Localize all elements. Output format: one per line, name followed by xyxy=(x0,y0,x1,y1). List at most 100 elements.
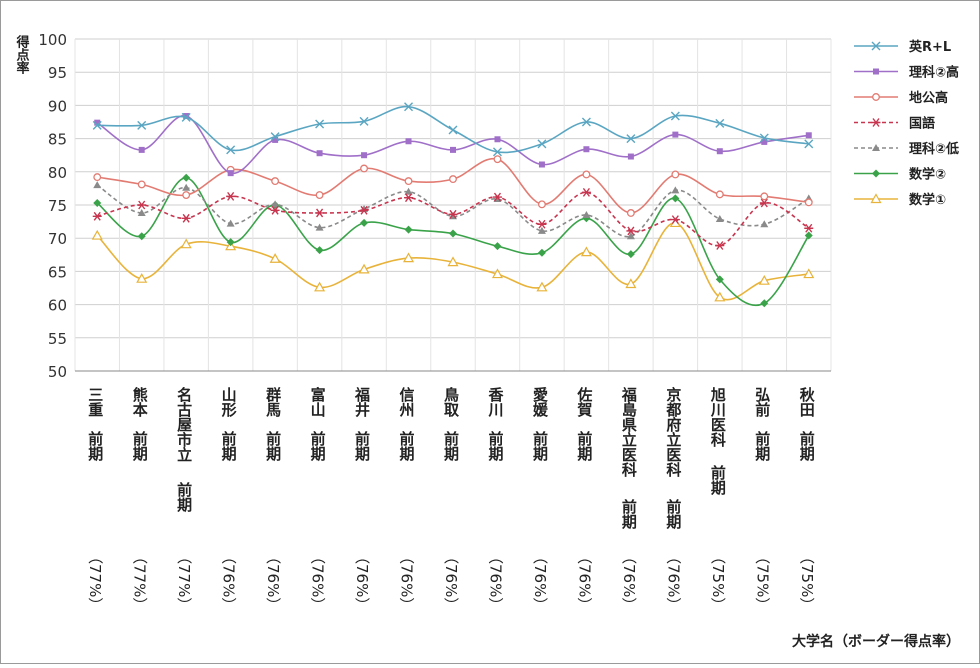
data-point xyxy=(404,225,413,234)
data-point xyxy=(358,263,370,274)
category-border-rate: （77%） xyxy=(86,549,104,612)
data-point xyxy=(715,214,724,222)
data-point xyxy=(272,136,279,143)
legend-label: 理科②高 xyxy=(909,65,959,81)
category-sub: 前期 xyxy=(131,430,149,462)
data-point xyxy=(404,177,413,186)
data-point xyxy=(226,145,236,155)
legend-marker xyxy=(872,169,880,178)
series-line xyxy=(97,157,809,214)
data-point xyxy=(537,248,546,257)
category-name: 信州 xyxy=(398,386,416,418)
data-point xyxy=(581,187,591,197)
data-point xyxy=(92,120,102,130)
data-point xyxy=(270,205,280,215)
data-point xyxy=(626,232,635,240)
data-point xyxy=(449,175,457,184)
data-point xyxy=(805,132,812,139)
legend-item: 地公高 xyxy=(854,90,948,106)
y-axis-label: 得点率 xyxy=(14,34,31,75)
data-point xyxy=(404,193,414,203)
data-point xyxy=(626,250,635,259)
data-point xyxy=(137,232,146,241)
category-border-rate: （76%） xyxy=(220,549,238,612)
data-point xyxy=(181,112,191,122)
data-point xyxy=(537,219,547,229)
data-point xyxy=(93,199,102,208)
data-point xyxy=(804,139,814,149)
data-point xyxy=(493,155,502,164)
y-tick-label: 95 xyxy=(48,64,67,82)
legend-item: 数学② xyxy=(854,167,946,183)
category-name: 福井 xyxy=(353,386,371,418)
data-point xyxy=(404,187,413,195)
legend-marker xyxy=(872,93,880,101)
legend-marker xyxy=(870,193,882,204)
data-point xyxy=(360,164,369,173)
category-name: 名古屋市立 xyxy=(175,386,193,462)
category-sub: 前期 xyxy=(264,430,282,462)
data-point xyxy=(137,180,146,189)
y-tick-label: 80 xyxy=(48,164,67,182)
data-point xyxy=(492,192,502,202)
data-point xyxy=(626,134,636,144)
data-point xyxy=(627,153,634,160)
category-sub: 前期 xyxy=(220,430,238,462)
category-sub: 前期 xyxy=(531,430,549,462)
category-name: 富山 xyxy=(309,386,327,418)
data-point xyxy=(92,211,102,221)
category-sub: 前期 xyxy=(353,430,371,462)
data-point xyxy=(271,200,280,208)
data-point xyxy=(493,242,502,251)
category-border-rate: （75%） xyxy=(798,549,816,612)
data-point xyxy=(671,170,680,179)
data-point xyxy=(226,238,235,247)
category-sub: 前期 xyxy=(398,430,416,462)
data-point xyxy=(761,138,768,145)
legend-label: 英R+L xyxy=(908,39,951,55)
category-name: 群馬 xyxy=(264,386,282,418)
data-point xyxy=(183,113,190,120)
data-point xyxy=(671,194,680,203)
data-point xyxy=(760,220,769,228)
series-line xyxy=(96,222,809,301)
category-name: 三重 xyxy=(86,387,104,417)
data-point xyxy=(93,173,102,182)
data-point xyxy=(359,116,369,126)
data-point xyxy=(758,274,770,285)
category-border-rate: （76%） xyxy=(664,549,682,612)
data-point xyxy=(492,147,502,157)
category-sub: 前期 xyxy=(575,430,593,462)
data-point xyxy=(316,150,323,157)
category-border-rate: （76%） xyxy=(442,549,460,612)
legend-label: 理科②低 xyxy=(909,141,959,157)
category-name: 愛媛 xyxy=(531,386,549,418)
data-point xyxy=(625,278,637,289)
data-point xyxy=(136,272,148,283)
category-border-rate: （75%） xyxy=(709,549,727,612)
data-point xyxy=(269,253,281,263)
legend-label: 国語 xyxy=(909,116,935,132)
y-tick-label: 65 xyxy=(48,263,67,281)
data-point xyxy=(626,209,635,217)
data-point xyxy=(491,268,503,279)
data-point xyxy=(91,229,103,240)
data-point xyxy=(403,252,415,263)
data-point xyxy=(271,177,280,186)
category-border-rate: （77%） xyxy=(175,549,193,612)
data-point xyxy=(760,299,769,308)
legend-item: 数学① xyxy=(854,192,946,208)
category-border-rate: （76%） xyxy=(264,549,282,612)
category-border-rate: （76%） xyxy=(486,549,504,612)
data-point xyxy=(359,205,369,215)
data-point xyxy=(582,210,591,218)
data-point xyxy=(361,152,368,159)
category-name: 佐賀 xyxy=(575,386,593,418)
series-1 xyxy=(94,113,812,177)
y-tick-label: 75 xyxy=(48,197,67,215)
data-point xyxy=(672,131,679,138)
